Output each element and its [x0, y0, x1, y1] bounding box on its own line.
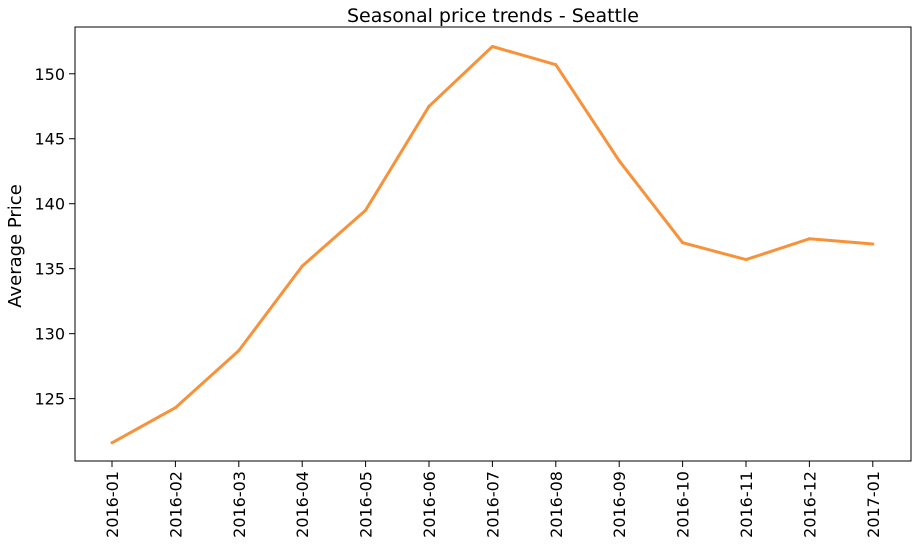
x-axis: 2016-01 2016-02 2016-03 2016-04 2016-05 2016-… [103, 461, 883, 538]
data-point [490, 44, 494, 48]
x-tick-label: 2016-07 [483, 471, 502, 538]
y-tick-label: 135 [34, 260, 65, 279]
y-tick-label: 125 [34, 390, 65, 409]
x-tick-label: 2016-04 [293, 471, 312, 538]
data-point [364, 208, 368, 212]
data-point [554, 63, 558, 67]
data-point [681, 241, 685, 245]
y-axis: 125 130 135 140 145 150 [34, 65, 75, 409]
y-axis-label: Average Price [5, 184, 26, 308]
x-tick-label: 2016-09 [610, 471, 629, 538]
x-tick-label: 2016-08 [547, 471, 566, 538]
x-tick-label: 2016-01 [103, 471, 122, 538]
data-point [427, 104, 431, 108]
x-tick-label: 2016-06 [420, 471, 439, 538]
plot-frame [74, 26, 912, 462]
data-point [744, 258, 748, 262]
data-point [807, 237, 811, 241]
x-tick-label: 2016-11 [737, 471, 756, 538]
x-tick-label: 2016-05 [357, 471, 376, 538]
data-point [871, 242, 875, 246]
chart-title: Seasonal price trends - Seattle [347, 5, 639, 27]
x-tick-label: 2016-10 [674, 471, 693, 538]
series-group [110, 44, 875, 445]
y-tick-label: 140 [34, 195, 65, 214]
y-tick-label: 150 [34, 65, 65, 84]
data-point [110, 441, 114, 445]
data-point [617, 159, 621, 163]
x-tick-label: 2017-01 [864, 471, 883, 538]
data-point [173, 406, 177, 410]
y-tick-label: 145 [34, 130, 65, 149]
data-point [237, 349, 241, 353]
series-line [111, 45, 873, 445]
y-tick-label: 130 [34, 325, 65, 344]
data-point [300, 264, 304, 268]
x-tick-label: 2016-02 [166, 471, 185, 538]
x-tick-label: 2016-03 [230, 471, 249, 538]
x-tick-label: 2016-12 [800, 471, 819, 538]
